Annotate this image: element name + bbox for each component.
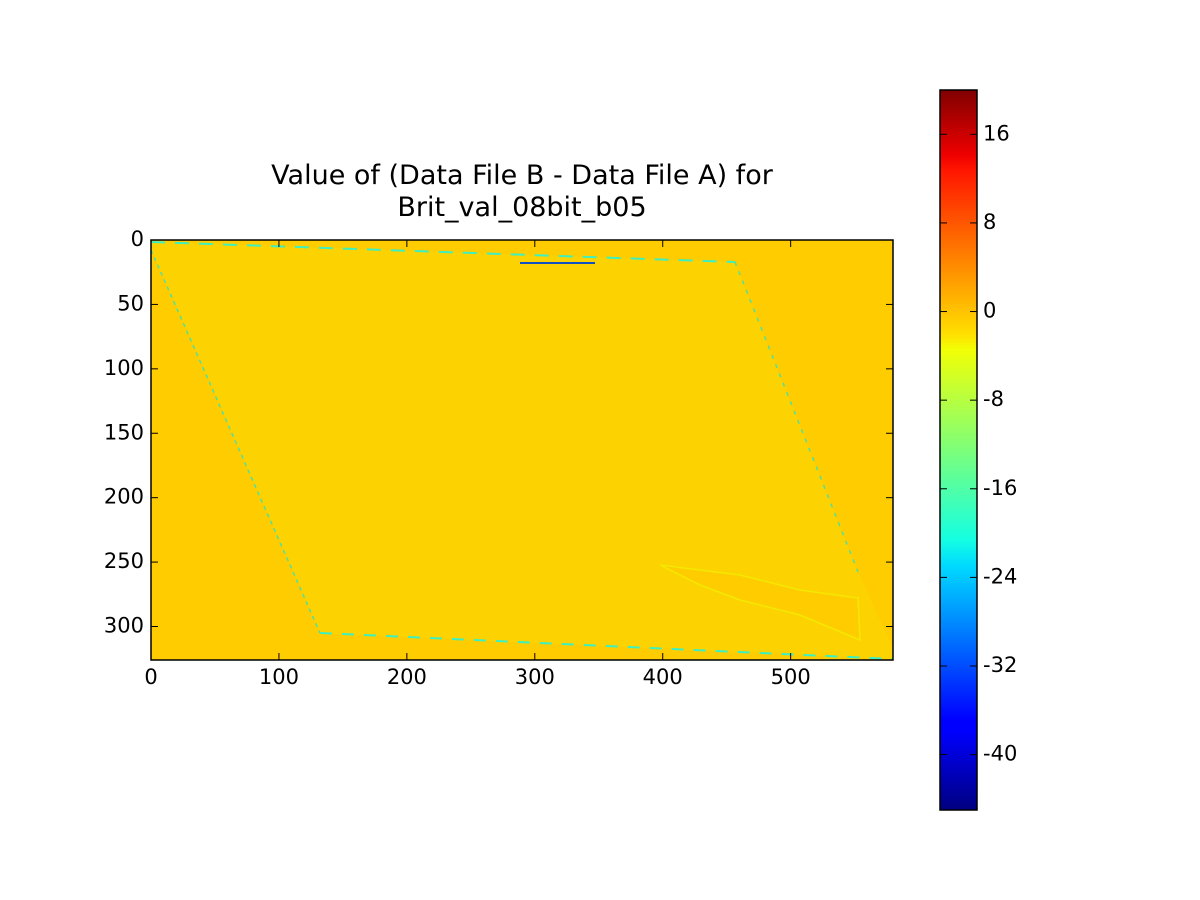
swath-edge xyxy=(150,241,736,263)
swath-feature xyxy=(659,564,861,642)
x-tick-label: 400 xyxy=(643,665,683,689)
y-tick-label: 250 xyxy=(104,549,144,573)
swath-edge xyxy=(150,249,321,634)
y-tick-label: 200 xyxy=(104,485,144,509)
colorbar-tick-label: 16 xyxy=(983,121,1010,145)
swath xyxy=(151,242,893,659)
chart-title: Value of (Data File B - Data File A) for… xyxy=(271,160,774,223)
colorbar-tick-label: 0 xyxy=(983,299,996,323)
colorbar-tick-label: -40 xyxy=(983,742,1017,766)
y-tick-label: 300 xyxy=(104,614,144,638)
colorbar-tick-label: -24 xyxy=(983,564,1017,588)
x-tick-label: 100 xyxy=(259,665,299,689)
x-tick-label: 500 xyxy=(771,665,811,689)
colorbar xyxy=(940,90,977,810)
colorbar-tick-label: -32 xyxy=(983,653,1017,677)
x-tick-label: 0 xyxy=(144,665,157,689)
colorbar-tick-label: -16 xyxy=(983,476,1017,500)
colorbar-frame xyxy=(939,89,978,811)
y-tick-label: 100 xyxy=(104,356,144,380)
y-tick-label: 50 xyxy=(117,291,144,315)
x-tick-label: 200 xyxy=(387,665,427,689)
y-tick-label: 150 xyxy=(104,420,144,444)
image xyxy=(150,240,894,660)
x-tick-label: 300 xyxy=(515,665,555,689)
colorbar-tick-label: 8 xyxy=(983,210,996,234)
y-tick-label: 0 xyxy=(131,227,144,251)
axes-frame xyxy=(150,239,894,661)
swath-edge xyxy=(319,632,894,660)
colorbar-tick-label: -8 xyxy=(983,387,1004,411)
